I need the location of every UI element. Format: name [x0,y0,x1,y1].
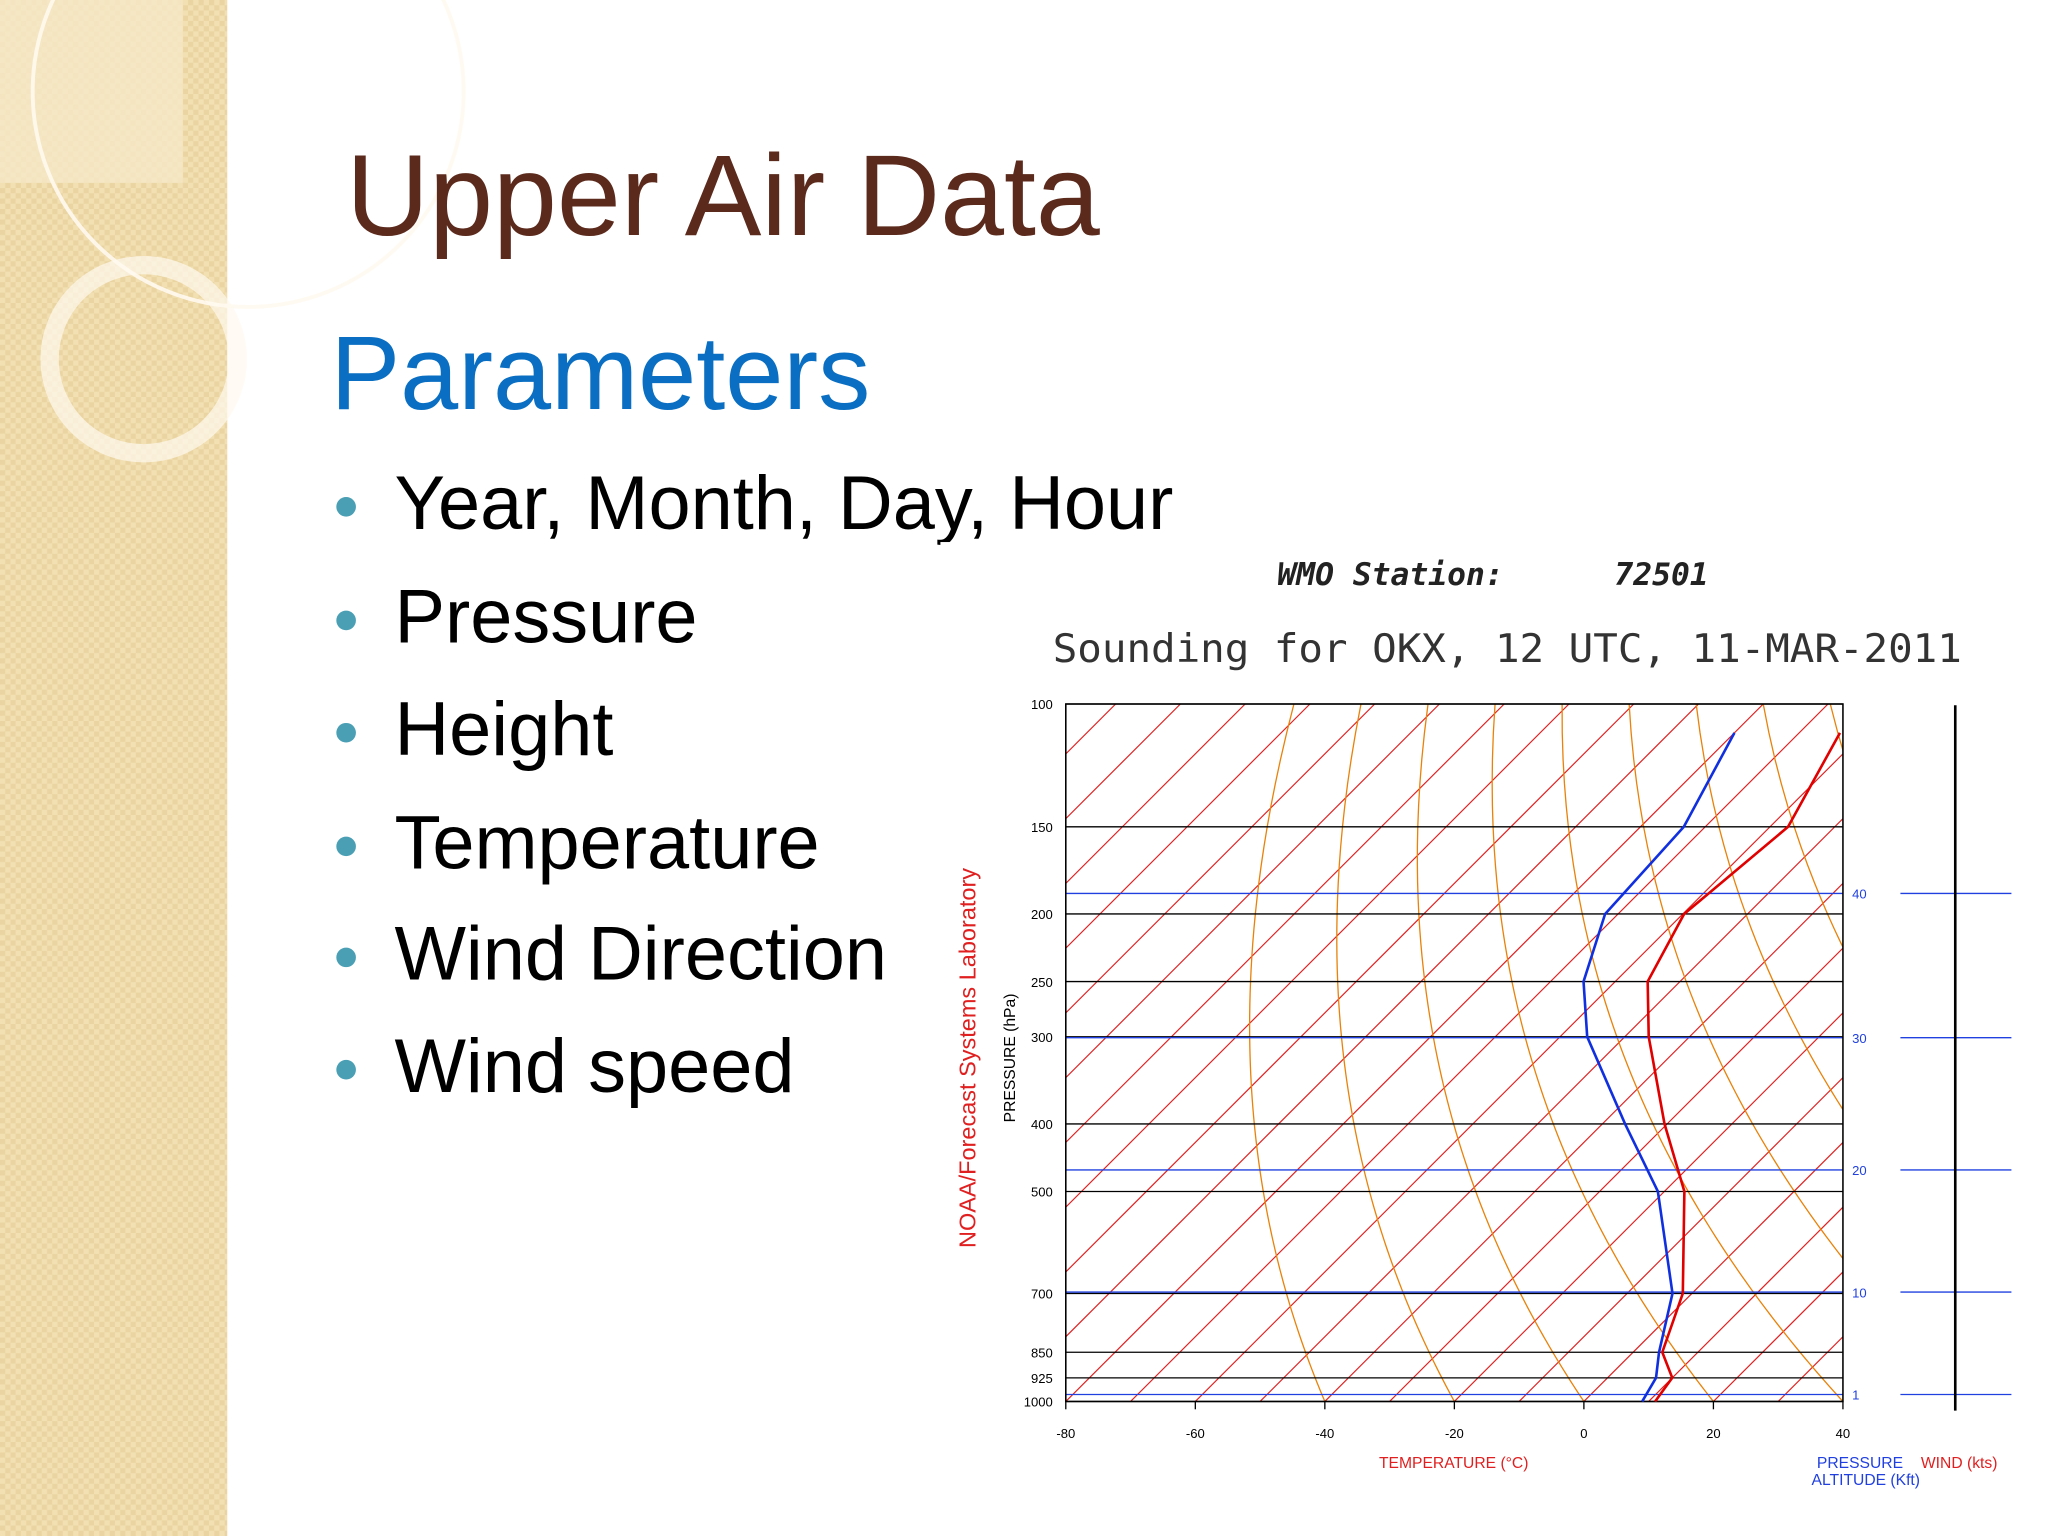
isotherm [1194,753,1843,1402]
pressure-tick-label: 500 [1031,1185,1053,1200]
source-label: NOAA/Forecast Systems Laboratory [955,868,981,1248]
altitude-tick-label: 40 [1852,887,1867,902]
x-tick-label: 0 [1580,1426,1587,1441]
slide-subtitle: Parameters [330,315,870,432]
bullet-text: Height [394,687,613,772]
pressure-tick-label: 1000 [1024,1395,1053,1410]
isotherm [1453,1012,1843,1402]
isotherm [1065,704,1505,1144]
isotherm [1065,704,1311,949]
isotherm [1065,704,1699,1338]
altitude-label: ALTITUDE (Kft) [1812,1472,1920,1489]
x-tick-label: 20 [1706,1426,1721,1441]
pressure-tick-label: 925 [1031,1371,1053,1386]
x-axis-label: TEMPERATURE (°C) [1379,1455,1528,1472]
side-band [0,0,228,1536]
bullet-dot [336,1059,356,1080]
altitude-label: PRESSURE [1817,1455,1903,1472]
bullet-text: Year, Month, Day, Hour [394,461,1173,546]
sounding-profile [1646,732,1842,1403]
plot-frame [1065,703,1844,1403]
isotherm [1712,1271,1843,1402]
y-axis-label: PRESSURE (hPa) [1002,994,1019,1123]
isotherm [1389,947,1843,1402]
pressure-tick-label: 700 [1031,1287,1053,1302]
x-tick-label: 40 [1836,1426,1851,1441]
bullet-dot [336,947,356,968]
pressure-tick-label: 300 [1031,1030,1053,1045]
x-tick-label: -80 [1056,1426,1075,1441]
station-id: 72501 [1614,557,1708,593]
altitude-tick-label: 1 [1852,1388,1859,1403]
isotherm [1065,704,1635,1273]
bullet-dot [336,496,356,517]
pressure-tick-label: 200 [1031,907,1053,922]
decor-rings [0,0,466,463]
bullet-text: Pressure [394,575,697,660]
bullet-list: Year, Month, Day, Hour Pressure Height Temp… [336,461,1173,1109]
pressure-tick-label: 400 [1031,1117,1053,1132]
station-label: WMO Station: [1277,557,1503,593]
bullet-dot [336,722,356,743]
pressure-tick-label: 150 [1031,820,1053,835]
isotherm [1259,817,1843,1402]
sounding-profile [1582,732,1736,1403]
chart-background [940,542,2025,1489]
altitude-tick-label: 20 [1852,1163,1867,1178]
x-tick-label: -40 [1315,1426,1334,1441]
isotherm [1065,704,1440,1079]
pressure-tick-label: 100 [1031,697,1053,712]
altitude-tick-label: 30 [1852,1031,1867,1046]
bullet-dot [336,836,356,857]
pressure-tick-label: 850 [1031,1345,1053,1360]
bullet-text: Wind Direction [394,912,887,997]
isotherm [1130,704,1829,1402]
isotherm [1065,704,1764,1402]
isotherm [1518,1076,1843,1402]
wind-label: WIND (kts) [1921,1455,1998,1472]
isotherm [1065,704,1246,885]
isotherm [1065,704,1570,1209]
altitude-tick-label: 10 [1852,1285,1867,1300]
skewt-chart: WMO Station: 72501 Sounding for OKX, 12 UT… [955,557,2048,1489]
dry-adiabat [2031,704,2048,1401]
pressure-tick-label: 250 [1031,975,1053,990]
chart-title: Sounding for OKX, 12 UTC, 11-MAR-2011 [1053,627,1962,672]
isotherm [1648,1206,1843,1402]
slide-title: Upper Air Data [346,132,1100,260]
x-tick-label: -60 [1186,1426,1205,1441]
isotherm [1583,1141,1843,1402]
bullet-dot [336,610,356,631]
bullet-text: Temperature [394,801,819,886]
isotherm [1324,882,1843,1402]
x-tick-label: -20 [1445,1426,1464,1441]
bullet-text: Wind speed [394,1024,794,1109]
isotherm [1065,704,1376,1014]
